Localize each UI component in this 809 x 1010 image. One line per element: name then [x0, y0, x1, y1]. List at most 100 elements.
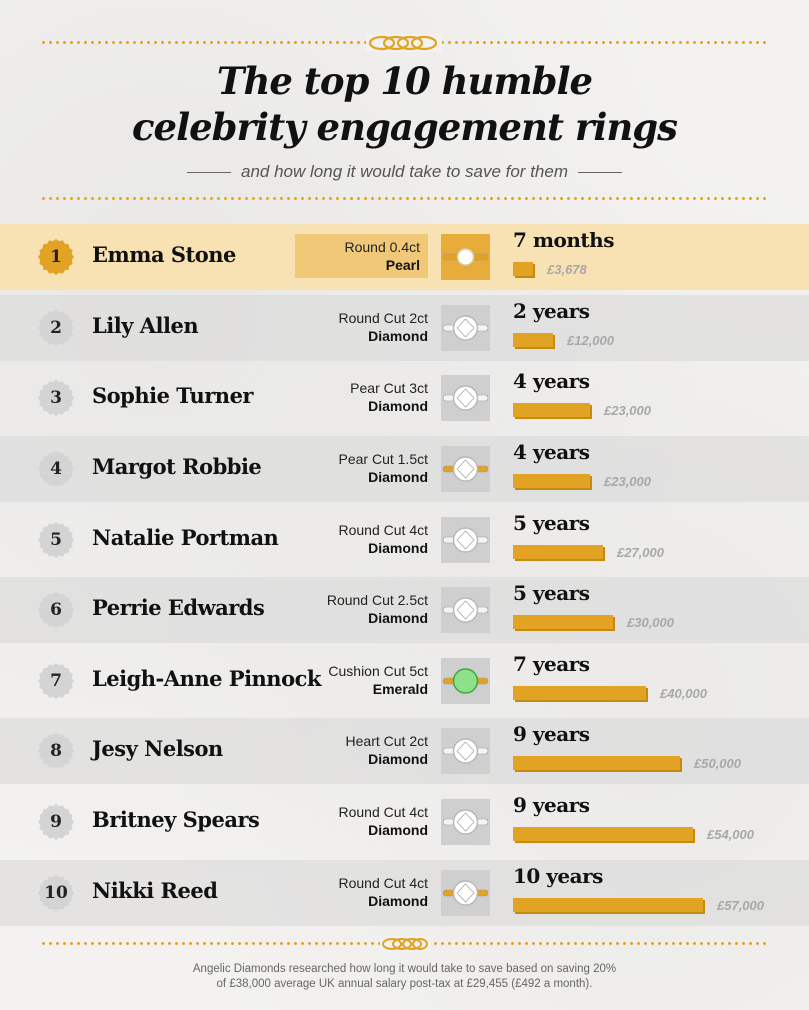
ranking-row: 5 Natalie Portman Round Cut 4ct Diamond 5 ye…	[0, 507, 809, 573]
ranking-row: 4 Margot Robbie Pear Cut 1.5ct Diamond 4 yea…	[0, 436, 809, 502]
ring-stone: Diamond	[368, 398, 428, 414]
ring-description: Pear Cut 1.5ct Diamond	[339, 450, 429, 486]
page-title-line-2: celebrity engagement rings	[132, 105, 678, 149]
ring-cut: Round Cut 4ct	[338, 522, 429, 538]
ranking-row: 2 Lily Allen Round Cut 2ct Diamond 2 years £1…	[0, 295, 809, 361]
ring-cut: Round Cut 2.5ct	[326, 592, 428, 608]
ring-description: Cushion Cut 5ct Emerald	[328, 662, 428, 698]
celebrity-name: Natalie Portman	[92, 525, 279, 550]
ring-icon	[441, 446, 490, 492]
cost-bar	[513, 262, 533, 276]
cost-bar	[513, 615, 613, 629]
ring-cut: Round Cut 4ct	[338, 804, 429, 820]
rank-number: 8	[50, 741, 62, 761]
celebrity-name: Perrie Edwards	[92, 595, 265, 620]
cost-bar	[513, 898, 703, 912]
footnote-line-2: of £38,000 average UK annual salary post…	[216, 978, 593, 990]
ring-cut: Cushion Cut 5ct	[328, 663, 428, 679]
saving-duration: 10 years	[513, 864, 603, 888]
rank-number: 7	[50, 671, 62, 691]
celebrity-name: Leigh-Anne Pinnock	[92, 666, 321, 691]
ring-stone: Diamond	[368, 893, 428, 909]
ring-cut: Round Cut 4ct	[338, 875, 429, 891]
cost-bar	[513, 827, 693, 841]
ring-stone: Diamond	[368, 822, 428, 838]
rank-number: 2	[50, 318, 62, 338]
rank-number: 10	[44, 883, 68, 903]
celebrity-name: Emma Stone	[92, 242, 236, 267]
subtitle-row: and how long it would take to save for t…	[0, 160, 809, 184]
footnote: Angelic Diamonds researched how long it …	[0, 962, 809, 992]
rank-number: 1	[50, 247, 62, 267]
ranking-row: 8 Jesy Nelson Heart Cut 2ct Diamond 9 years £…	[0, 718, 809, 784]
saving-duration: 4 years	[513, 369, 590, 393]
ranking-row: 9 Britney Spears Round Cut 4ct Diamond 9 yea…	[0, 789, 809, 855]
ring-description: Round Cut 2.5ct Diamond	[327, 591, 428, 627]
ring-stone: Emerald	[372, 681, 428, 697]
celebrity-name: Margot Robbie	[92, 454, 262, 479]
ring-price: £27,000	[617, 545, 664, 560]
ring-description: Round 0.4ct Pearl	[294, 234, 428, 278]
celebrity-name: Britney Spears	[92, 807, 260, 832]
ranking-row: 10 Nikki Reed Round Cut 4ct Diamond 10 years…	[0, 860, 809, 926]
ring-price: £23,000	[604, 474, 651, 489]
ring-description: Pear Cut 3ct Diamond	[350, 379, 428, 415]
ring-stone: Diamond	[368, 540, 428, 556]
ring-stone: Diamond	[368, 469, 428, 485]
ring-description: Heart Cut 2ct Diamond	[346, 732, 428, 768]
ring-price: £40,000	[660, 686, 707, 701]
saving-duration: 5 years	[513, 581, 590, 605]
cost-bar	[513, 756, 680, 770]
cost-bar	[513, 545, 603, 559]
rank-badge-icon	[38, 733, 74, 769]
ring-icon	[441, 587, 490, 633]
rank-number: 6	[50, 600, 62, 620]
ring-description: Round Cut 4ct Diamond	[339, 521, 429, 557]
ring-description: Round Cut 2ct Diamond	[339, 309, 429, 345]
ring-cut: Round Cut 2ct	[338, 310, 429, 326]
ring-cut: Round 0.4ct	[344, 239, 421, 255]
ranking-row: 1 Emma Stone Round 0.4ct Pearl 7 months £3,67…	[0, 224, 809, 290]
celebrity-name: Lily Allen	[92, 313, 199, 338]
saving-duration: 9 years	[513, 722, 590, 746]
ring-cut: Pear Cut 3ct	[350, 380, 428, 396]
cost-bar	[513, 686, 646, 700]
ring-icon	[441, 305, 490, 351]
celebrity-name: Sophie Turner	[92, 383, 254, 408]
ring-icon	[441, 870, 490, 916]
ring-description: Round Cut 4ct Diamond	[339, 803, 429, 839]
footnote-line-1: Angelic Diamonds researched how long it …	[192, 963, 617, 975]
saving-duration: 9 years	[513, 793, 590, 817]
saving-duration: 4 years	[513, 440, 590, 464]
ring-icon	[441, 658, 490, 704]
ring-icon	[441, 375, 490, 421]
saving-duration: 7 years	[513, 652, 590, 676]
rank-badge-icon	[38, 310, 74, 346]
rank-number: 5	[50, 530, 62, 550]
ring-stone: Pearl	[385, 257, 420, 273]
ring-price: £3,678	[547, 262, 587, 277]
ring-price: £12,000	[567, 333, 614, 348]
rank-badge-icon	[38, 663, 74, 699]
rank-number: 3	[50, 388, 62, 408]
subtitle-right-rule	[577, 171, 622, 173]
cost-bar	[513, 474, 590, 488]
knot-ornament-icon	[366, 34, 442, 52]
ranking-row: 3 Sophie Turner Pear Cut 3ct Diamond 4 years…	[0, 365, 809, 431]
rank-badge-icon	[38, 522, 74, 558]
ring-cut: Pear Cut 1.5ct	[338, 451, 429, 467]
ring-stone: Diamond	[368, 751, 428, 767]
ranking-row: 6 Perrie Edwards Round Cut 2.5ct Diamond 5 y…	[0, 577, 809, 643]
ring-icon	[441, 799, 490, 845]
header-dotted-divider	[40, 197, 770, 200]
saving-duration: 5 years	[513, 511, 590, 535]
ring-price: £54,000	[707, 827, 754, 842]
ring-stone: Diamond	[368, 328, 428, 344]
ranking-row: 7 Leigh-Anne Pinnock Cushion Cut 5ct Emeral…	[0, 648, 809, 714]
page-title-line-1: The top 10 humble	[216, 59, 593, 103]
cost-bar	[513, 333, 553, 347]
ring-price: £30,000	[627, 615, 674, 630]
rank-badge-icon	[38, 804, 74, 840]
knot-ornament-bottom-icon	[380, 935, 430, 953]
rank-badge-icon	[38, 875, 74, 911]
